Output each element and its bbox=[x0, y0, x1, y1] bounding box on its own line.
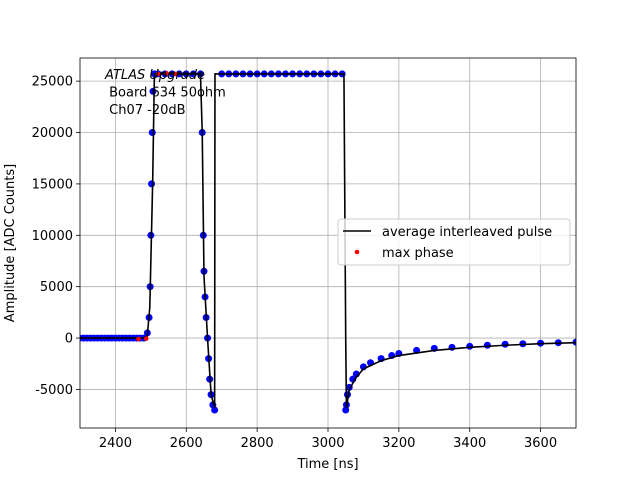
y-tick-label: 10000 bbox=[32, 229, 73, 244]
legend-label: max phase bbox=[382, 246, 454, 261]
scatter-point bbox=[466, 342, 474, 350]
y-tick-label: -5000 bbox=[35, 383, 73, 398]
y-axis-label: Amplitude [ADC Counts] bbox=[3, 164, 18, 322]
line-series bbox=[80, 73, 576, 409]
legend-label: average interleaved pulse bbox=[382, 225, 552, 240]
scatter-point bbox=[483, 341, 491, 349]
x-tick-label: 3000 bbox=[311, 436, 344, 451]
x-tick-label: 3600 bbox=[524, 436, 557, 451]
max-phase-point bbox=[173, 71, 178, 77]
x-tick-label: 2400 bbox=[99, 436, 132, 451]
scatter-point bbox=[148, 129, 156, 137]
y-tick-label: 5000 bbox=[40, 280, 73, 295]
max-phase-point bbox=[136, 336, 141, 342]
y-tick-label: 15000 bbox=[32, 177, 73, 192]
y-tick-label: 25000 bbox=[32, 75, 73, 90]
max-phase-point bbox=[164, 71, 170, 76]
annotation: Ch07 -20dB bbox=[105, 103, 186, 118]
legend-swatch bbox=[354, 249, 360, 255]
x-axis-label: Time [ns] bbox=[296, 457, 358, 472]
x-tick-label: 2600 bbox=[170, 436, 203, 451]
y-tick-label: 0 bbox=[65, 332, 73, 347]
annotation: Board 634 50ohm bbox=[105, 86, 226, 101]
y-tick-label: 20000 bbox=[32, 126, 73, 141]
x-tick-label: 3400 bbox=[453, 436, 486, 451]
x-tick-label: 2800 bbox=[241, 436, 274, 451]
x-tick-label: 3200 bbox=[382, 436, 415, 451]
max-phase-point bbox=[155, 71, 161, 77]
scatter-point bbox=[211, 406, 219, 414]
annotation: ATLAS Upgrade bbox=[104, 68, 205, 83]
scatter-point bbox=[501, 340, 509, 348]
scatter-point bbox=[342, 406, 350, 414]
max-phase-point bbox=[143, 336, 149, 341]
legend-box bbox=[337, 218, 571, 266]
scatter-point bbox=[148, 180, 156, 188]
